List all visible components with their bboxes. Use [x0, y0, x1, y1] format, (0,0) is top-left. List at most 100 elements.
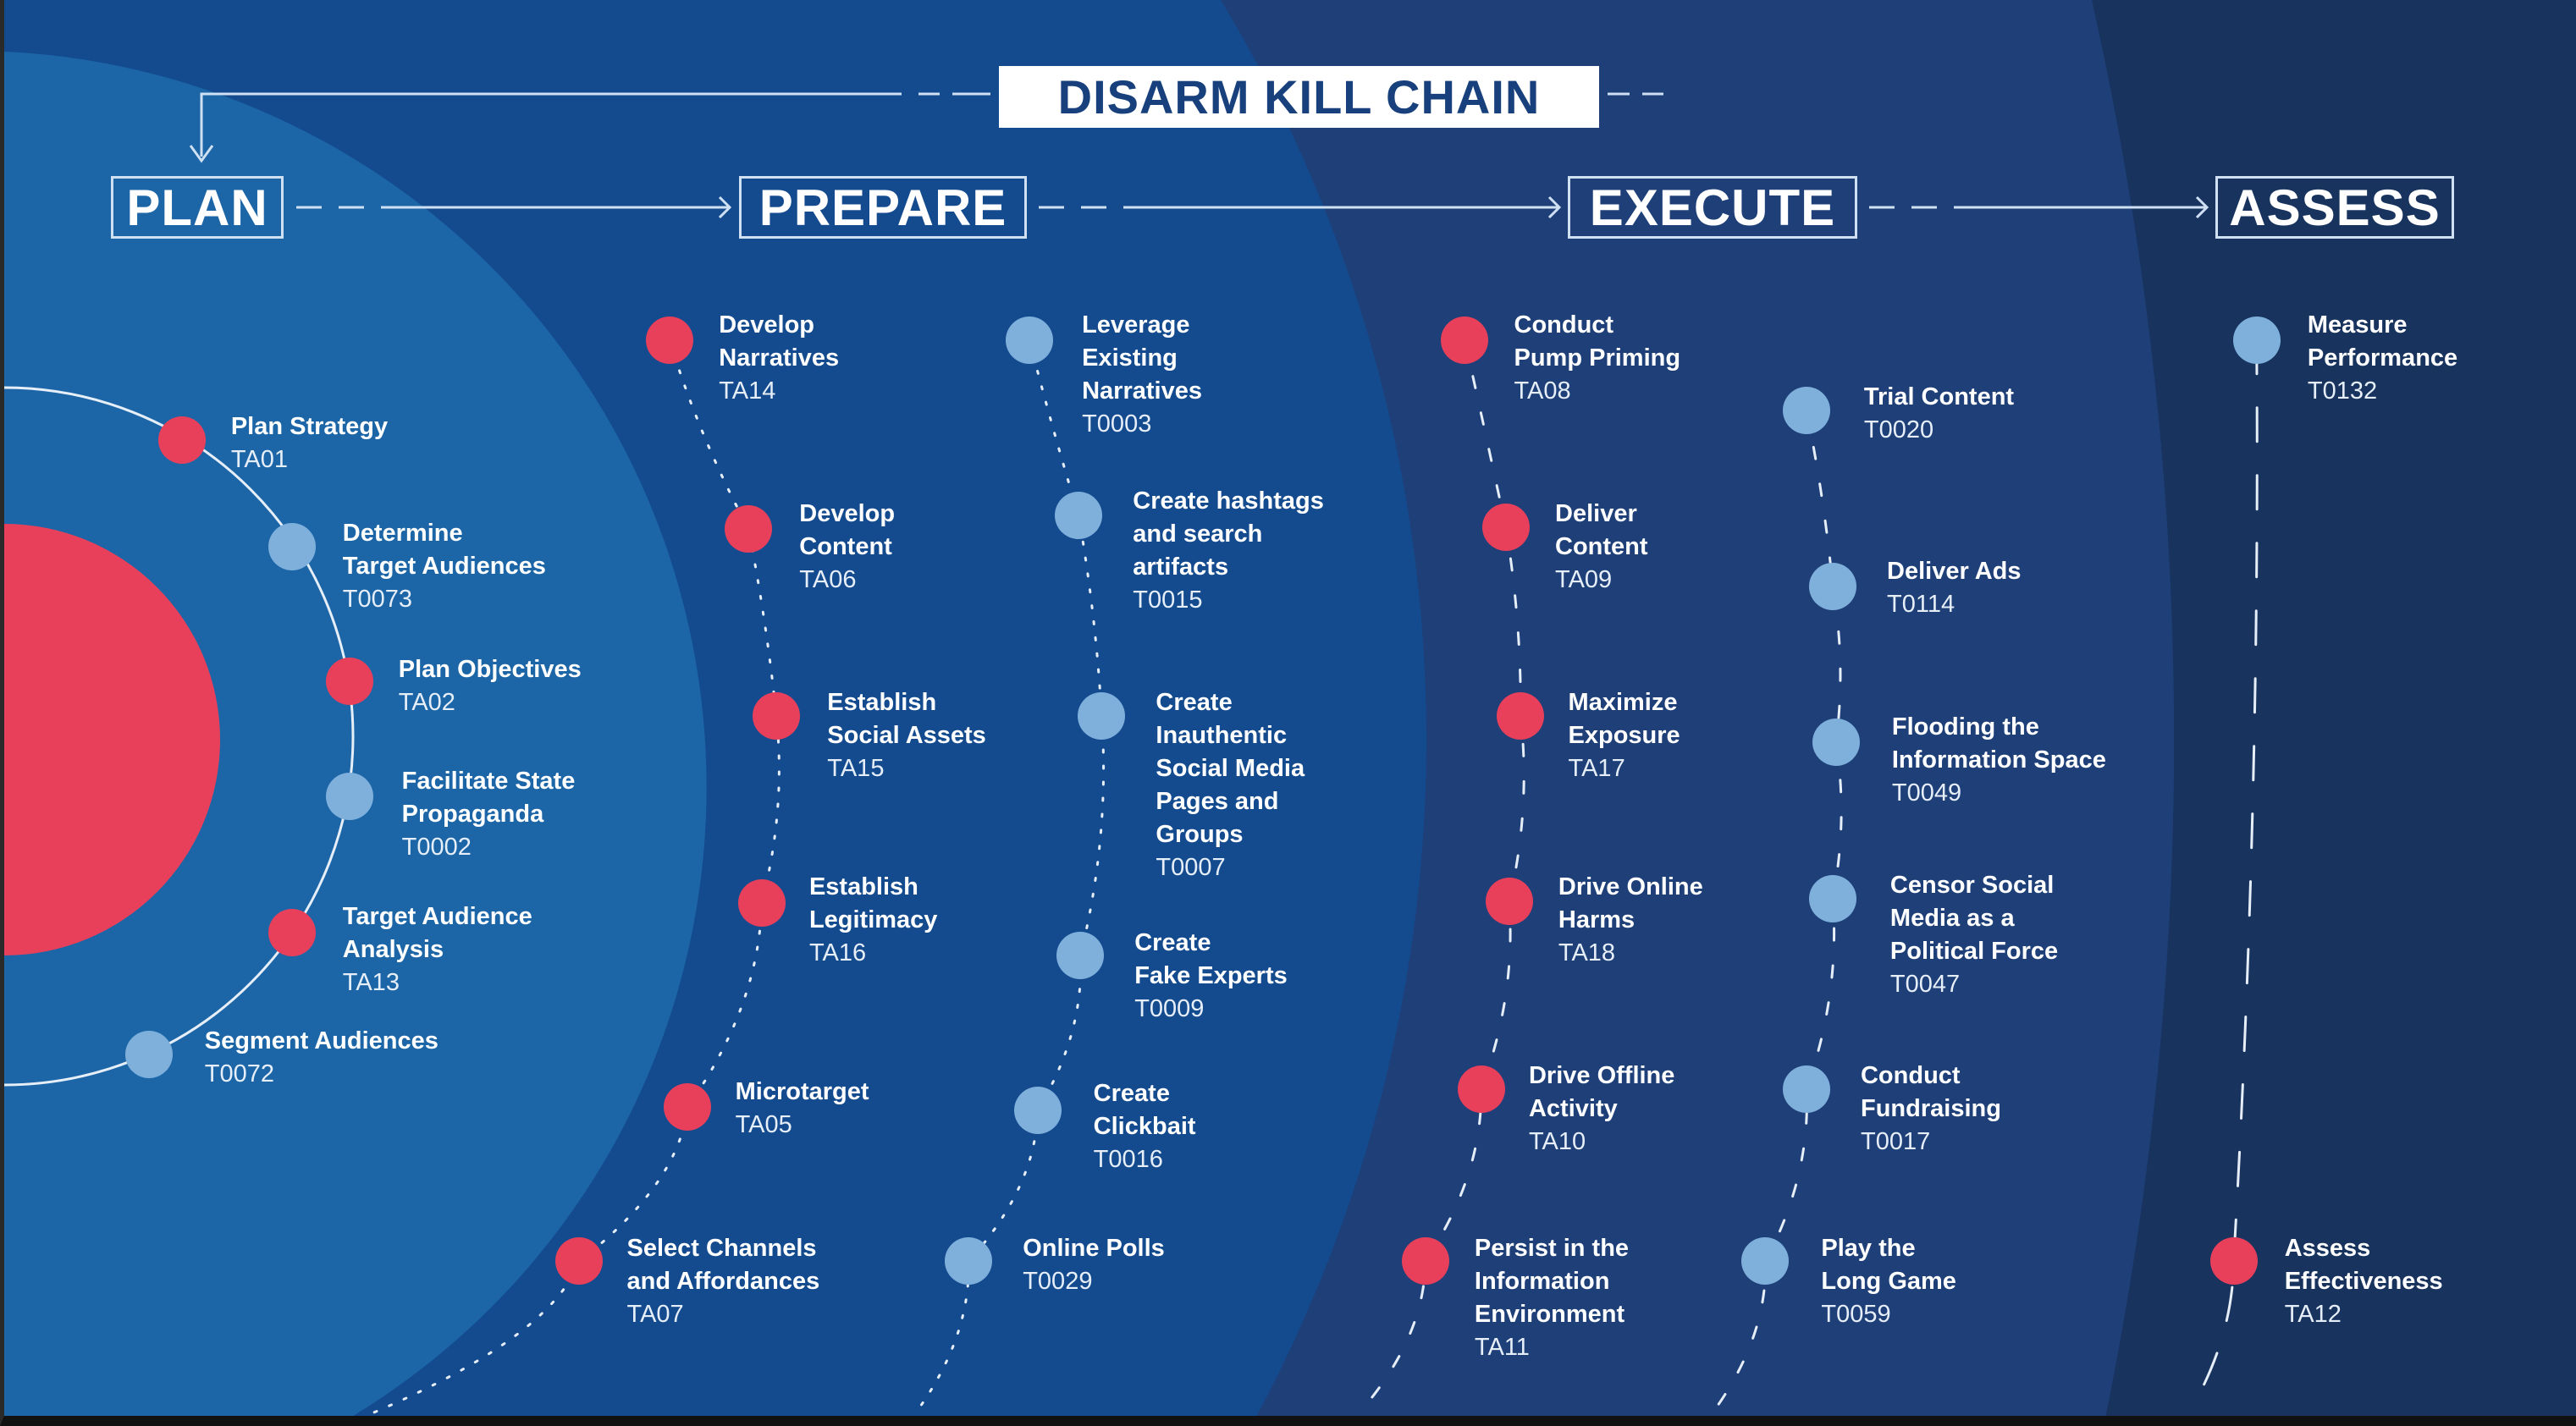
prepare-tactics-item: Establish Social Assets TA15: [827, 686, 986, 785]
item-code: TA17: [1568, 755, 1625, 783]
execute-techniques-item: Censor Social Media as a Political Force…: [1890, 869, 2058, 1001]
item-code: T0072: [204, 1060, 274, 1087]
item-title: Plan Objectives: [398, 656, 582, 684]
technique-dot-icon: [1782, 387, 1830, 435]
execute-tactics-item: Conduct Pump Priming TA08: [1514, 309, 1681, 408]
execute-techniques-item: Flooding the Information Space T0049: [1892, 711, 2106, 810]
item-title: Establish Legitimacy: [808, 873, 938, 933]
prepare-tactics-item: Establish Legitimacy TA16: [809, 871, 938, 970]
item-code: TA06: [799, 566, 857, 594]
item-title: Assess Effectiveness: [2284, 1234, 2443, 1295]
assess-connector-line: [2187, 339, 2259, 1414]
item-title: Maximize Exposure: [1568, 689, 1680, 750]
technique-dot-icon: [1078, 692, 1126, 741]
item-title: Develop Narratives: [719, 311, 840, 372]
item-title: Create Inauthentic Social Media Pages an…: [1156, 689, 1305, 849]
technique-dot-icon: [268, 523, 316, 571]
tactic-dot-icon: [1497, 692, 1545, 741]
item-title: Determine Target Audiences: [342, 520, 546, 581]
item-code: T0049: [1891, 779, 1962, 807]
technique-dot-icon: [945, 1237, 993, 1286]
item-code: TA15: [827, 755, 885, 783]
tactic-dot-icon: [1485, 878, 1533, 926]
item-title: Develop Content: [799, 500, 896, 561]
item-code: T0059: [1821, 1300, 1891, 1328]
prepare-tactics-item: Select Channels and Affordances TA07: [627, 1232, 820, 1331]
item-code: TA02: [398, 689, 455, 717]
item-title: Trial Content: [1863, 383, 2015, 411]
item-title: Play the Long Game: [1821, 1234, 1956, 1295]
execute-techniques-item: Deliver Ads T0114: [1887, 555, 2022, 621]
item-code: TA13: [342, 968, 400, 996]
technique-dot-icon: [1782, 1065, 1830, 1113]
item-title: Drive Offline Activity: [1528, 1061, 1675, 1122]
item-code: TA18: [1558, 939, 1616, 966]
tactic-dot-icon: [268, 909, 316, 957]
prepare-techniques-item: Leverage Existing Narratives T0003: [1082, 309, 1202, 441]
item-code: TA09: [1555, 566, 1613, 594]
item-code: T0020: [1863, 416, 1934, 444]
tactic-dot-icon: [157, 416, 206, 465]
prepare-tactics-item: Microtarget TA05: [736, 1076, 869, 1142]
tactic-dot-icon: [753, 692, 801, 741]
item-title: Drive Online Harms: [1558, 873, 1703, 933]
prepare-techniques-item: Create Inauthentic Social Media Pages an…: [1156, 686, 1305, 884]
prepare-tactics-item: Develop Content TA06: [799, 498, 895, 597]
tactic-dot-icon: [2209, 1237, 2258, 1286]
prepare-tactics-item: Develop Narratives TA14: [719, 309, 839, 408]
technique-dot-icon: [1808, 874, 1856, 922]
execute-tactics-item: Drive Online Harms TA18: [1558, 871, 1703, 970]
tactic-dot-icon: [737, 879, 786, 928]
item-title: Microtarget: [735, 1078, 869, 1106]
item-code: TA14: [719, 377, 776, 405]
assess-item: Assess Effectiveness TA12: [2285, 1232, 2443, 1331]
prepare-techniques-item: Create Clickbait T0016: [1094, 1077, 1196, 1176]
item-code: T0017: [1860, 1127, 1931, 1155]
tactic-dot-icon: [1457, 1065, 1505, 1113]
item-code: TA12: [2284, 1300, 2342, 1328]
technique-dot-icon: [1056, 932, 1105, 980]
item-code: TA08: [1514, 377, 1571, 405]
core-circle: [4, 524, 220, 955]
stage-arrows: [296, 195, 2209, 219]
plan-item: Plan Strategy TA01: [231, 410, 388, 476]
item-code: T0029: [1023, 1267, 1093, 1295]
plan-item: Plan Objectives TA02: [399, 653, 582, 719]
diagram-title: DISARM KILL CHAIN: [999, 66, 1599, 128]
prepare-techniques-item: Create Fake Experts T0009: [1134, 927, 1288, 1026]
tactic-dot-icon: [725, 504, 773, 553]
technique-dot-icon: [1812, 719, 1860, 767]
item-code: TA11: [1474, 1333, 1530, 1361]
stage-assess: ASSESS: [2215, 176, 2454, 239]
item-code: TA01: [230, 446, 288, 474]
item-title: Target Audience Analysis: [342, 902, 532, 963]
execute-tactics-item: Maximize Exposure TA17: [1569, 686, 1680, 785]
prepare-techniques-item: Create hashtags and search artifacts T001…: [1133, 485, 1324, 617]
plan-item: Determine Target Audiences T0073: [343, 517, 546, 616]
item-code: TA10: [1528, 1127, 1586, 1155]
stage-prepare: PREPARE: [739, 176, 1027, 239]
execute-tactics-item: Deliver Content TA09: [1555, 498, 1648, 597]
execute-tactics-item: Persist in the Information Environment TA…: [1475, 1232, 1629, 1364]
item-title: Segment Audiences: [204, 1027, 439, 1054]
item-title: Leverage Existing Narratives: [1082, 311, 1202, 405]
assess-item: Measure Performance T0132: [2308, 309, 2457, 408]
tactic-dot-icon: [1481, 503, 1530, 551]
item-title: Plan Strategy: [230, 413, 389, 441]
item-code: T0114: [1887, 590, 1955, 618]
item-code: T0007: [1156, 854, 1226, 882]
technique-dot-icon: [325, 773, 373, 821]
item-title: Create Fake Experts: [1134, 928, 1288, 989]
item-title: Persist in the Information Environment: [1474, 1234, 1630, 1328]
technique-dot-icon: [2232, 316, 2281, 364]
prepare-techniques-item: Online Polls T0029: [1023, 1232, 1165, 1298]
item-title: Measure Performance: [2307, 311, 2458, 372]
plan-item: Segment Audiences T0072: [205, 1025, 439, 1091]
item-code: TA05: [735, 1111, 792, 1139]
tactic-dot-icon: [555, 1237, 604, 1286]
item-code: TA16: [808, 939, 867, 966]
tactic-dot-icon: [664, 1083, 712, 1131]
plan-item: Facilitate State Propaganda T0002: [402, 765, 576, 864]
item-title: Deliver Ads: [1887, 557, 2022, 585]
